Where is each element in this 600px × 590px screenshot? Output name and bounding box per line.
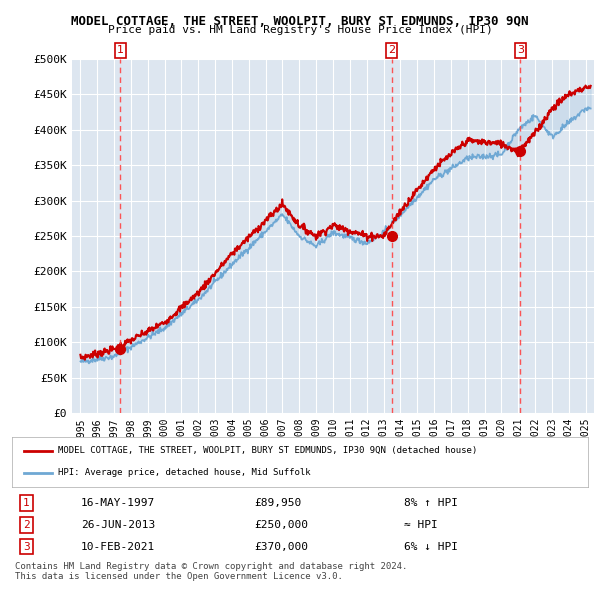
Text: £89,950: £89,950 xyxy=(254,499,301,508)
Text: MODEL COTTAGE, THE STREET, WOOLPIT, BURY ST EDMUNDS, IP30 9QN (detached house): MODEL COTTAGE, THE STREET, WOOLPIT, BURY… xyxy=(58,446,478,455)
Text: 26-JUN-2013: 26-JUN-2013 xyxy=(81,520,155,530)
Text: This data is licensed under the Open Government Licence v3.0.: This data is licensed under the Open Gov… xyxy=(15,572,343,581)
Text: 2: 2 xyxy=(23,520,30,530)
Text: Contains HM Land Registry data © Crown copyright and database right 2024.: Contains HM Land Registry data © Crown c… xyxy=(15,562,407,571)
Text: 2: 2 xyxy=(388,45,395,55)
Text: £370,000: £370,000 xyxy=(254,542,308,552)
Text: 1: 1 xyxy=(117,45,124,55)
Text: HPI: Average price, detached house, Mid Suffolk: HPI: Average price, detached house, Mid … xyxy=(58,468,311,477)
Text: 3: 3 xyxy=(23,542,30,552)
Text: Price paid vs. HM Land Registry's House Price Index (HPI): Price paid vs. HM Land Registry's House … xyxy=(107,25,493,35)
Text: £250,000: £250,000 xyxy=(254,520,308,530)
Text: ≈ HPI: ≈ HPI xyxy=(404,520,437,530)
Text: 10-FEB-2021: 10-FEB-2021 xyxy=(81,542,155,552)
Text: 6% ↓ HPI: 6% ↓ HPI xyxy=(404,542,458,552)
Text: MODEL COTTAGE, THE STREET, WOOLPIT, BURY ST EDMUNDS, IP30 9QN: MODEL COTTAGE, THE STREET, WOOLPIT, BURY… xyxy=(71,15,529,28)
Text: 8% ↑ HPI: 8% ↑ HPI xyxy=(404,499,458,508)
Text: 1: 1 xyxy=(23,499,30,508)
Text: 3: 3 xyxy=(517,45,524,55)
Text: 16-MAY-1997: 16-MAY-1997 xyxy=(81,499,155,508)
